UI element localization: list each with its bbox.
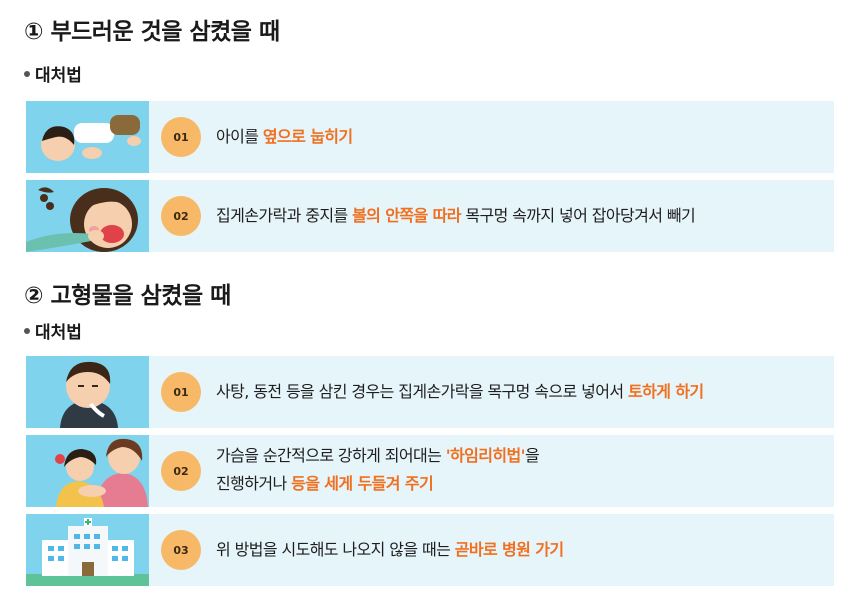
section-2-subtitle: 대처법 <box>24 318 82 343</box>
section-1-title: ① 부드러운 것을 삼켰을 때 <box>24 19 280 45</box>
card-s2-02: 02 가슴을 순간적으로 강하게 죄어대는 '하임리히법'을 진행하거나 등을 … <box>26 435 834 507</box>
card-s1-02: 02 집게손가락과 중지를 볼의 안쪽을 따라 목구멍 속까지 넣어 잡아당겨서… <box>26 180 834 252</box>
step-text-plain-end: 을 <box>524 446 540 465</box>
step-text-plain-end: 목구멍 속까지 넣어 잡아당겨서 빼기 <box>460 206 696 225</box>
step-badge: 02 <box>161 196 201 236</box>
step-text-plain: 위 방법을 시도해도 나오지 않을 때는 <box>216 540 455 559</box>
section-2-title: ② 고형물을 삼켰을 때 <box>24 283 231 309</box>
step-text-plain: 집게손가락과 중지를 <box>216 206 353 225</box>
step-text: 위 방법을 시도해도 나오지 않을 때는 곧바로 병원 가기 <box>216 536 564 564</box>
step-text-plain: 사탕, 동전 등을 삼킨 경우는 집게손가락을 목구멍 속으로 넣어서 <box>216 382 628 401</box>
bullet-icon <box>24 328 30 334</box>
section-1-subtitle-label: 대처법 <box>35 66 82 86</box>
card-s2-01: 01 사탕, 동전 등을 삼킨 경우는 집게손가락을 목구멍 속으로 넣어서 토… <box>26 356 834 428</box>
step-text-plain: 아이를 <box>216 127 263 146</box>
step-text-highlight: 볼의 안쪽을 따라 <box>352 206 461 225</box>
step-text: 사탕, 동전 등을 삼킨 경우는 집게손가락을 목구멍 속으로 넣어서 토하게 … <box>216 378 704 406</box>
step-badge: 01 <box>161 372 201 412</box>
illustration-child-lying-sideways-icon <box>26 101 149 173</box>
section-1-subtitle: 대처법 <box>24 61 82 86</box>
illustration-heimlich-maneuver-icon <box>26 435 149 507</box>
step-text-plain: 가슴을 순간적으로 강하게 죄어대는 <box>216 446 446 465</box>
step-text-highlight: 토하게 하기 <box>627 382 704 401</box>
card-s2-03: 03 위 방법을 시도해도 나오지 않을 때는 곧바로 병원 가기 <box>26 514 834 586</box>
illustration-child-choking-icon <box>26 356 149 428</box>
card-s1-01: 01 아이를 옆으로 눕히기 <box>26 101 834 173</box>
step-text-line-1: 가슴을 순간적으로 강하게 죄어대는 '하임리히법'을 <box>216 442 540 470</box>
section-2-subtitle-label: 대처법 <box>35 323 82 343</box>
step-text-highlight-line-2: 등을 세게 두들겨 주기 <box>291 474 434 493</box>
step-text-plain-line-2: 진행하거나 <box>216 474 292 493</box>
step-text-highlight: 옆으로 눕히기 <box>262 127 353 146</box>
illustration-finger-sweep-mouth-icon <box>26 180 149 252</box>
bullet-icon <box>24 71 30 77</box>
step-text-highlight: 곧바로 병원 가기 <box>454 540 564 559</box>
step-text-line-2: 진행하거나 등을 세게 두들겨 주기 <box>216 470 539 498</box>
step-badge: 02 <box>161 451 201 491</box>
step-text-highlight: '하임리히법' <box>445 446 526 465</box>
step-text: 집게손가락과 중지를 볼의 안쪽을 따라 목구멍 속까지 넣어 잡아당겨서 빼기 <box>216 202 696 230</box>
step-text: 가슴을 순간적으로 강하게 죄어대는 '하임리히법'을 진행하거나 등을 세게 … <box>216 442 540 498</box>
step-badge: 03 <box>161 530 201 570</box>
step-badge: 01 <box>161 117 201 157</box>
step-text: 아이를 옆으로 눕히기 <box>216 123 353 151</box>
illustration-hospital-building-icon <box>26 514 149 586</box>
